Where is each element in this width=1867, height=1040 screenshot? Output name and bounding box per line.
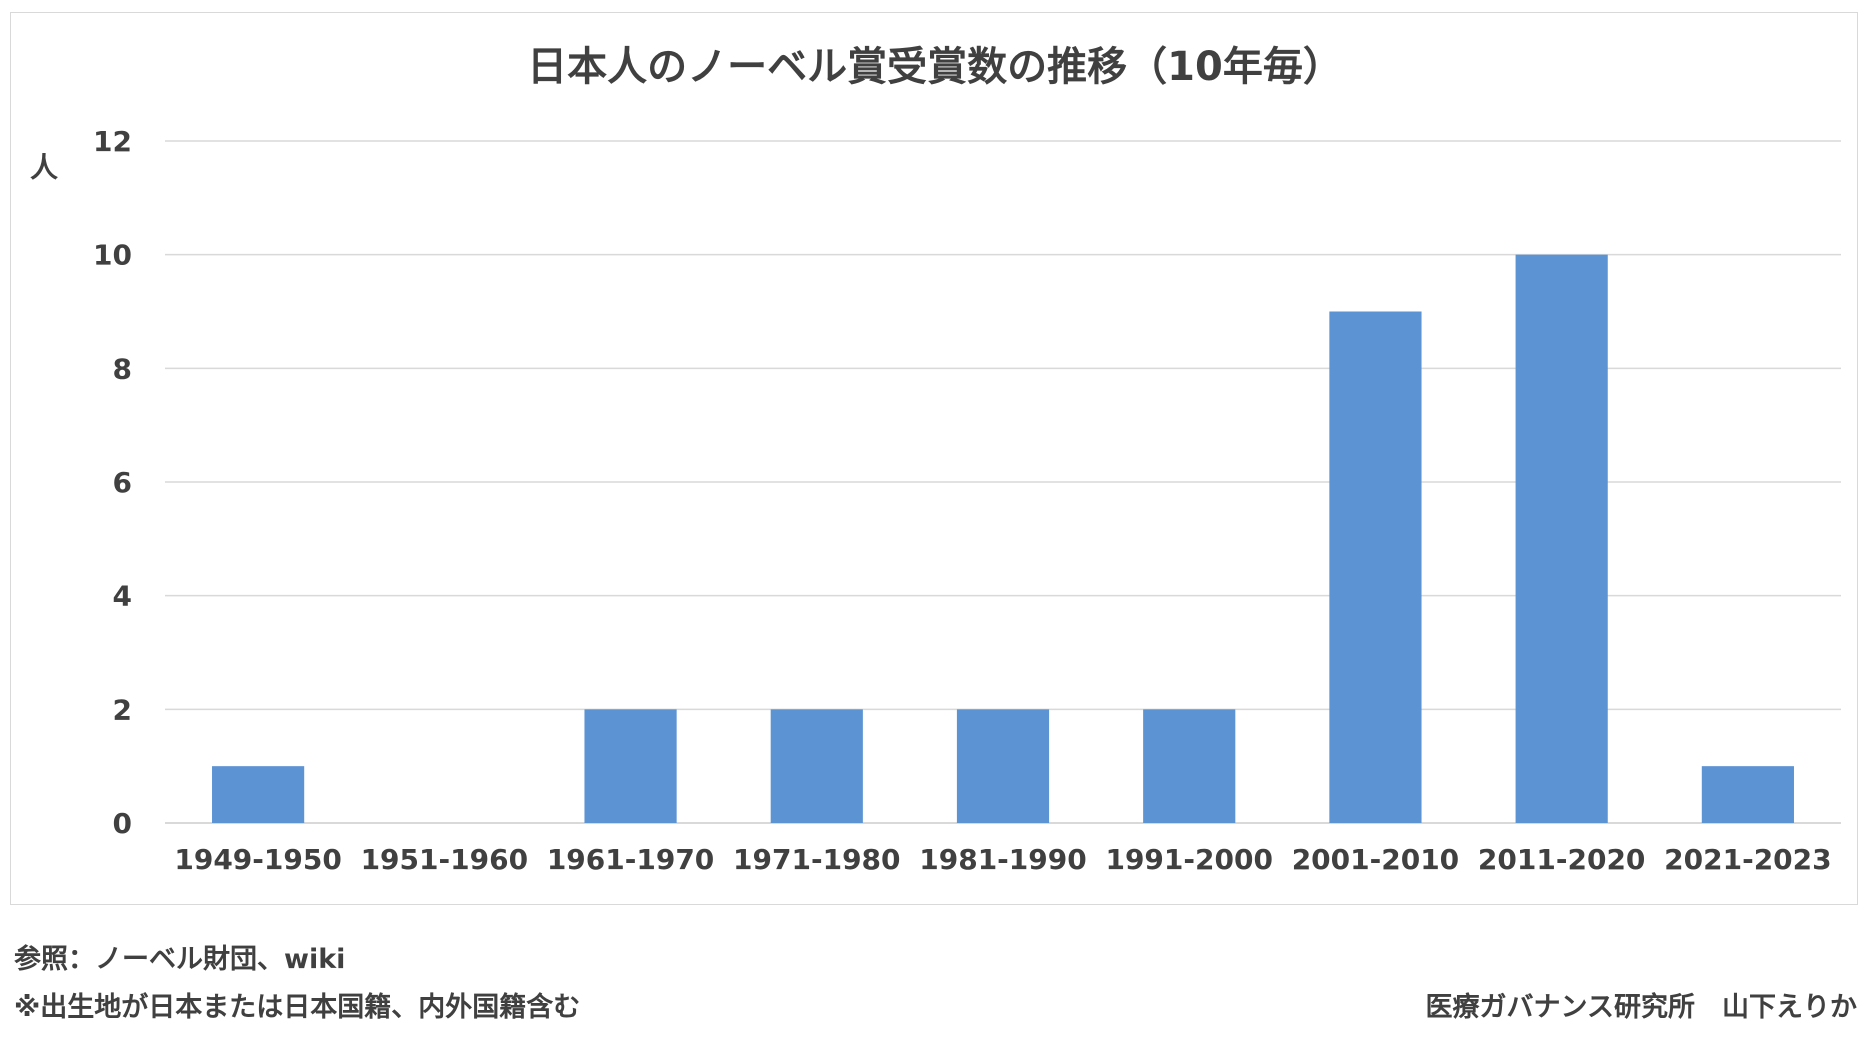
y-tick-label: 2 bbox=[113, 693, 132, 726]
x-tick-label: 2001-2010 bbox=[1292, 843, 1459, 876]
bar-1991-2000 bbox=[1143, 709, 1236, 823]
x-tick-label: 1949-1950 bbox=[174, 843, 341, 876]
bar-2011-2020 bbox=[1515, 254, 1608, 823]
birthplace-note: ※出生地が日本または日本国籍、内外国籍含む bbox=[14, 992, 581, 1023]
chart-frame: 日本人のノーベル賞受賞数の推移（10年毎） 人 0 2 4 6 8 10 12 1949-1… bbox=[10, 12, 1858, 905]
x-tick-label: 1971-1980 bbox=[733, 843, 900, 876]
bar-2021-2023 bbox=[1701, 766, 1794, 823]
bar-chart: 日本人のノーベル賞受賞数の推移（10年毎） 人 0 2 4 6 8 10 12 1949-1… bbox=[30, 44, 1841, 876]
bar-2001-2010 bbox=[1329, 311, 1422, 823]
bar-1949-1950 bbox=[212, 766, 305, 823]
bar-1961-1970 bbox=[584, 709, 677, 823]
source-note: 参照：ノーベル財団、wiki bbox=[14, 944, 346, 975]
y-tick-label: 0 bbox=[113, 807, 132, 840]
y-axis-ticks: 0 2 4 6 8 10 12 bbox=[93, 125, 132, 840]
bars bbox=[212, 254, 1794, 823]
y-tick-label: 10 bbox=[93, 239, 132, 272]
author-credit: 医療ガバナンス研究所 山下えりか bbox=[1425, 992, 1857, 1023]
chart-title: 日本人のノーベル賞受賞数の推移（10年毎） bbox=[527, 44, 1343, 90]
x-tick-label: 2011-2020 bbox=[1478, 843, 1645, 876]
x-tick-label: 2021-2023 bbox=[1664, 843, 1831, 876]
y-tick-label: 8 bbox=[113, 352, 132, 385]
x-tick-label: 1981-1990 bbox=[919, 843, 1086, 876]
y-tick-label: 6 bbox=[113, 466, 132, 499]
x-axis-ticks: 1949-1950 1951-1960 1961-1970 1971-1980 1981… bbox=[174, 843, 1831, 876]
y-tick-label: 4 bbox=[113, 580, 132, 613]
x-tick-label: 1961-1970 bbox=[547, 843, 714, 876]
x-tick-label: 1991-2000 bbox=[1105, 843, 1272, 876]
y-axis-unit: 人 bbox=[30, 151, 58, 184]
bar-1971-1980 bbox=[770, 709, 863, 823]
bar-1981-1990 bbox=[956, 709, 1050, 823]
y-tick-label: 12 bbox=[93, 125, 132, 158]
x-tick-label: 1951-1960 bbox=[361, 843, 528, 876]
